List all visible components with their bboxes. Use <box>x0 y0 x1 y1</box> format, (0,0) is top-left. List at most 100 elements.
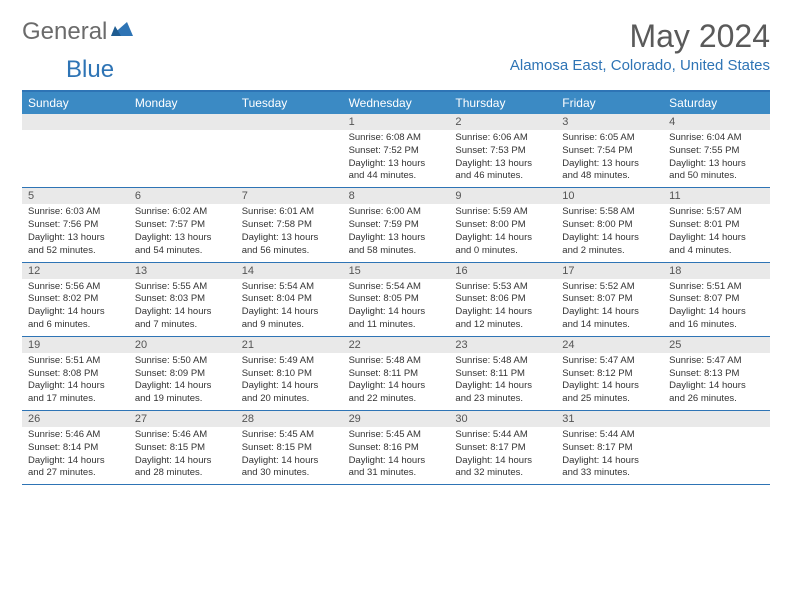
day-cell: 30Sunrise: 5:44 AMSunset: 8:17 PMDayligh… <box>449 411 556 484</box>
day-body: Sunrise: 5:45 AMSunset: 8:15 PMDaylight:… <box>236 427 343 484</box>
sunrise-text: Sunrise: 5:56 AM <box>28 281 123 294</box>
sunrise-text: Sunrise: 5:46 AM <box>135 429 230 442</box>
sunrise-text: Sunrise: 5:51 AM <box>669 281 764 294</box>
day-header-row: Sunday Monday Tuesday Wednesday Thursday… <box>22 92 770 114</box>
sunrise-text: Sunrise: 5:48 AM <box>349 355 444 368</box>
day-header: Friday <box>556 92 663 114</box>
sunset-text: Sunset: 8:02 PM <box>28 293 123 306</box>
sunrise-text: Sunrise: 6:03 AM <box>28 206 123 219</box>
week-row: 5Sunrise: 6:03 AMSunset: 7:56 PMDaylight… <box>22 188 770 262</box>
day-cell: 9Sunrise: 5:59 AMSunset: 8:00 PMDaylight… <box>449 188 556 261</box>
day-body: Sunrise: 6:02 AMSunset: 7:57 PMDaylight:… <box>129 204 236 261</box>
daylight-text: Daylight: 13 hours and 52 minutes. <box>28 232 123 258</box>
daylight-text: Daylight: 13 hours and 58 minutes. <box>349 232 444 258</box>
title-block: May 2024 Alamosa East, Colorado, United … <box>510 18 770 74</box>
sunset-text: Sunset: 7:54 PM <box>562 145 657 158</box>
daylight-text: Daylight: 13 hours and 48 minutes. <box>562 158 657 184</box>
day-cell <box>22 114 129 187</box>
day-cell <box>236 114 343 187</box>
daylight-text: Daylight: 13 hours and 54 minutes. <box>135 232 230 258</box>
day-number: 4 <box>663 114 770 130</box>
day-cell: 12Sunrise: 5:56 AMSunset: 8:02 PMDayligh… <box>22 263 129 336</box>
sunrise-text: Sunrise: 5:45 AM <box>242 429 337 442</box>
daylight-text: Daylight: 14 hours and 12 minutes. <box>455 306 550 332</box>
sunrise-text: Sunrise: 5:44 AM <box>562 429 657 442</box>
day-number: 23 <box>449 337 556 353</box>
day-body: Sunrise: 6:00 AMSunset: 7:59 PMDaylight:… <box>343 204 450 261</box>
daylight-text: Daylight: 14 hours and 20 minutes. <box>242 380 337 406</box>
day-cell: 26Sunrise: 5:46 AMSunset: 8:14 PMDayligh… <box>22 411 129 484</box>
day-cell: 25Sunrise: 5:47 AMSunset: 8:13 PMDayligh… <box>663 337 770 410</box>
day-body: Sunrise: 6:04 AMSunset: 7:55 PMDaylight:… <box>663 130 770 187</box>
daylight-text: Daylight: 14 hours and 9 minutes. <box>242 306 337 332</box>
day-cell: 15Sunrise: 5:54 AMSunset: 8:05 PMDayligh… <box>343 263 450 336</box>
day-cell: 14Sunrise: 5:54 AMSunset: 8:04 PMDayligh… <box>236 263 343 336</box>
day-number <box>129 114 236 130</box>
day-body <box>236 130 343 184</box>
day-cell: 29Sunrise: 5:45 AMSunset: 8:16 PMDayligh… <box>343 411 450 484</box>
day-cell: 19Sunrise: 5:51 AMSunset: 8:08 PMDayligh… <box>22 337 129 410</box>
day-body: Sunrise: 5:48 AMSunset: 8:11 PMDaylight:… <box>343 353 450 410</box>
day-number: 15 <box>343 263 450 279</box>
day-number: 16 <box>449 263 556 279</box>
day-cell: 22Sunrise: 5:48 AMSunset: 8:11 PMDayligh… <box>343 337 450 410</box>
day-number: 8 <box>343 188 450 204</box>
day-number: 18 <box>663 263 770 279</box>
daylight-text: Daylight: 13 hours and 50 minutes. <box>669 158 764 184</box>
sunset-text: Sunset: 8:13 PM <box>669 368 764 381</box>
daylight-text: Daylight: 14 hours and 22 minutes. <box>349 380 444 406</box>
week-row: 12 Sunrise: 5:56 AMSunset: 8:02 PM Dayligh… <box>22 263 770 337</box>
day-number: 27 <box>129 411 236 427</box>
day-cell: 8Sunrise: 6:00 AMSunset: 7:59 PMDaylight… <box>343 188 450 261</box>
day-body: Sunrise: 5:47 AMSunset: 8:12 PMDaylight:… <box>556 353 663 410</box>
weeks-container: 1Sunrise: 6:08 AMSunset: 7:52 PMDaylight… <box>22 114 770 485</box>
day-cell: 7Sunrise: 6:01 AMSunset: 7:58 PMDaylight… <box>236 188 343 261</box>
daylight-text: Daylight: 14 hours and 33 minutes. <box>562 455 657 481</box>
logo-text-general: General <box>22 18 107 46</box>
day-cell: 17Sunrise: 5:52 AMSunset: 8:07 PMDayligh… <box>556 263 663 336</box>
daylight-text: Daylight: 14 hours and 19 minutes. <box>135 380 230 406</box>
day-body: Sunrise: 5:46 AMSunset: 8:15 PMDaylight:… <box>129 427 236 484</box>
sunrise-text: Sunrise: 5:50 AM <box>135 355 230 368</box>
daylight-text: Daylight: 13 hours and 46 minutes. <box>455 158 550 184</box>
day-cell: 2Sunrise: 6:06 AMSunset: 7:53 PMDaylight… <box>449 114 556 187</box>
day-cell: 28Sunrise: 5:45 AMSunset: 8:15 PMDayligh… <box>236 411 343 484</box>
daylight-text: Daylight: 13 hours and 56 minutes. <box>242 232 337 258</box>
day-cell: 31Sunrise: 5:44 AMSunset: 8:17 PMDayligh… <box>556 411 663 484</box>
sunset-text: Sunset: 7:56 PM <box>28 219 123 232</box>
day-cell: 13Sunrise: 5:55 AMSunset: 8:03 PMDayligh… <box>129 263 236 336</box>
sunrise-text: Sunrise: 5:58 AM <box>562 206 657 219</box>
sunset-text: Sunset: 7:55 PM <box>669 145 764 158</box>
sunrise-text: Sunrise: 5:52 AM <box>562 281 657 294</box>
sunset-text: Sunset: 8:08 PM <box>28 368 123 381</box>
day-body: Sunrise: 5:44 AMSunset: 8:17 PMDaylight:… <box>449 427 556 484</box>
calendar: Sunday Monday Tuesday Wednesday Thursday… <box>22 90 770 485</box>
day-number: 3 <box>556 114 663 130</box>
day-cell: 16Sunrise: 5:53 AMSunset: 8:06 PMDayligh… <box>449 263 556 336</box>
location-text: Alamosa East, Colorado, United States <box>510 57 770 74</box>
daylight-text: Daylight: 14 hours and 31 minutes. <box>349 455 444 481</box>
sunset-text: Sunset: 8:06 PM <box>455 293 550 306</box>
day-body: Sunrise: 5:58 AMSunset: 8:00 PMDaylight:… <box>556 204 663 261</box>
daylight-text: Daylight: 14 hours and 23 minutes. <box>455 380 550 406</box>
day-cell: 1Sunrise: 6:08 AMSunset: 7:52 PMDaylight… <box>343 114 450 187</box>
sunset-text: Sunset: 8:17 PM <box>562 442 657 455</box>
sunset-text: Sunset: 8:03 PM <box>135 293 230 306</box>
day-number: 12 <box>22 263 129 279</box>
daylight-text: Daylight: 14 hours and 17 minutes. <box>28 380 123 406</box>
sunrise-text: Sunrise: 5:51 AM <box>28 355 123 368</box>
day-body: Sunrise: 6:01 AMSunset: 7:58 PMDaylight:… <box>236 204 343 261</box>
day-body: Sunrise: 5:46 AMSunset: 8:14 PMDaylight:… <box>22 427 129 484</box>
sunset-text: Sunset: 8:09 PM <box>135 368 230 381</box>
sunrise-text: Sunrise: 6:08 AM <box>349 132 444 145</box>
day-body <box>663 427 770 481</box>
daylight-text: Daylight: 14 hours and 0 minutes. <box>455 232 550 258</box>
day-body: Sunrise: 5:51 AMSunset: 8:07 PMDaylight:… <box>663 279 770 336</box>
day-number: 1 <box>343 114 450 130</box>
week-row: 26Sunrise: 5:46 AMSunset: 8:14 PMDayligh… <box>22 411 770 485</box>
sunset-text: Sunset: 7:57 PM <box>135 219 230 232</box>
day-cell: 23Sunrise: 5:48 AMSunset: 8:11 PMDayligh… <box>449 337 556 410</box>
day-body: Sunrise: 5:47 AMSunset: 8:13 PMDaylight:… <box>663 353 770 410</box>
sunset-text: Sunset: 8:11 PM <box>349 368 444 381</box>
sunrise-text: Sunrise: 6:02 AM <box>135 206 230 219</box>
